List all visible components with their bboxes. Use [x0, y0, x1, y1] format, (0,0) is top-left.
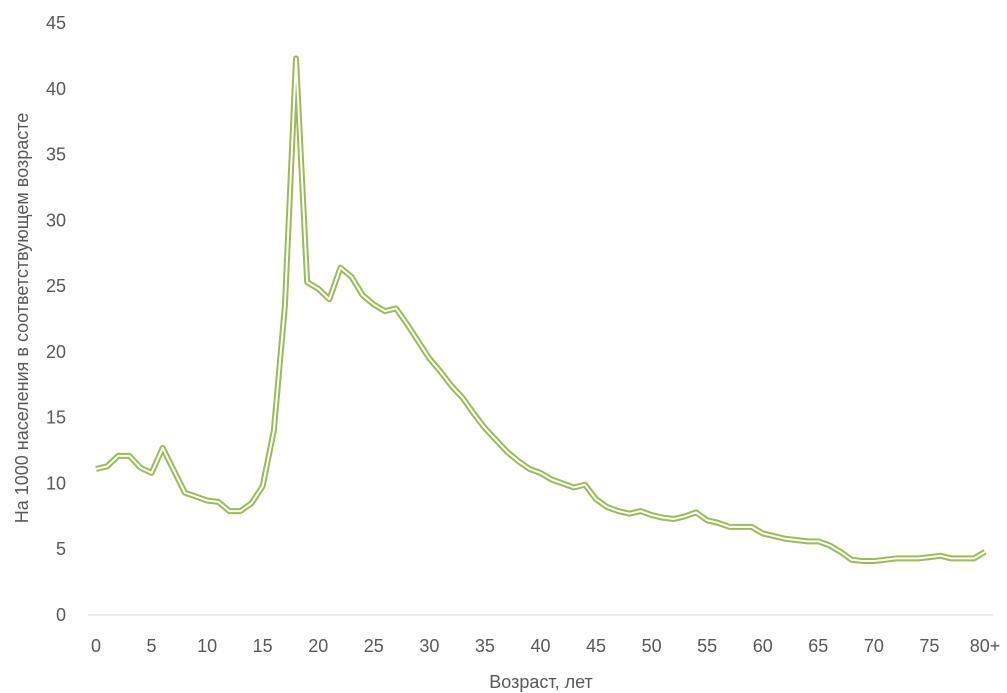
- x-tick-label: 80+: [970, 636, 1001, 656]
- x-tick-label: 60: [753, 636, 773, 656]
- series-group: [95, 55, 987, 565]
- x-tick-label: 70: [864, 636, 884, 656]
- y-tick-label: 45: [46, 13, 66, 33]
- x-tick-label: 30: [419, 636, 439, 656]
- x-tick-label: 50: [642, 636, 662, 656]
- y-axis-tick-labels: 0 5 10 15 20 25 30 35 40 45: [46, 13, 66, 625]
- x-axis-title: Возраст, лет: [489, 672, 593, 692]
- x-tick-label: 65: [808, 636, 828, 656]
- x-tick-label: 45: [586, 636, 606, 656]
- y-tick-label: 35: [46, 145, 66, 165]
- y-tick-label: 20: [46, 342, 66, 362]
- series-line: [95, 55, 987, 565]
- x-tick-label: 55: [697, 636, 717, 656]
- series-line-inner: [95, 57, 986, 563]
- x-tick-label: 40: [530, 636, 550, 656]
- y-axis-title: На 1000 населения в соответствующем возр…: [12, 113, 32, 524]
- x-tick-label: 25: [364, 636, 384, 656]
- y-tick-label: 5: [56, 539, 66, 559]
- y-tick-label: 15: [46, 408, 66, 428]
- x-tick-label: 5: [147, 636, 157, 656]
- x-axis-tick-labels: 0 5 10 15 20 25 30 35 40 45 50 55 60 65 70 75 80+: [91, 636, 1000, 656]
- x-tick-label: 0: [91, 636, 101, 656]
- x-tick-label: 35: [475, 636, 495, 656]
- y-tick-label: 10: [46, 473, 66, 493]
- x-tick-label: 20: [308, 636, 328, 656]
- x-tick-label: 15: [253, 636, 273, 656]
- x-tick-label: 10: [197, 636, 217, 656]
- y-tick-label: 25: [46, 276, 66, 296]
- x-tick-label: 75: [919, 636, 939, 656]
- y-tick-label: 0: [56, 605, 66, 625]
- y-tick-label: 30: [46, 210, 66, 230]
- y-tick-label: 40: [46, 79, 66, 99]
